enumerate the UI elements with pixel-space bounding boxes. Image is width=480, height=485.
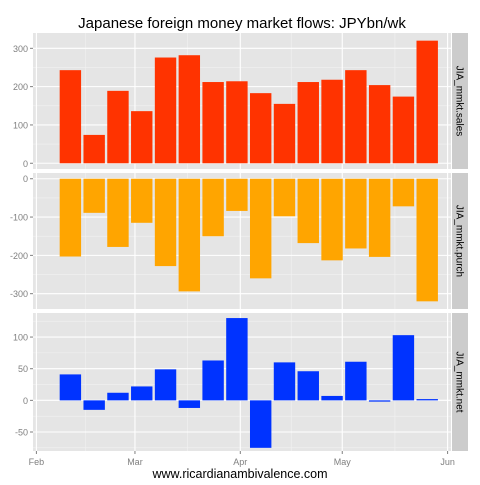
bar [59,178,82,257]
y-tick-label: -300 [10,289,28,299]
bar [321,395,343,401]
bar [345,178,367,249]
bar [297,371,319,401]
panel-JIA_mmkt.sales: 0 100 200 300 JIA_mmkt.sales [13,33,468,169]
panel-JIA_mmkt.purch: 0 -100 -200 -300 JIA_mmkt.purch [10,173,468,309]
bar [131,386,153,401]
facet-strip [452,313,468,451]
bar [178,178,201,292]
y-tick-label: 0 [23,159,28,169]
y-tick-label: -50 [15,428,28,438]
chart-title: Japanese foreign money market flows: JPY… [78,15,406,32]
bar [59,70,82,164]
bar [178,400,201,408]
y-tick-label: 300 [13,44,28,54]
bar [273,178,296,217]
bar [131,178,153,223]
y-tick-label: 100 [13,333,28,343]
x-tick-label: Jun [440,457,455,467]
bar [226,81,248,164]
facet-strip [452,33,468,169]
bar [392,335,415,401]
x-tick-label: Apr [233,457,247,467]
panel-JIA_mmkt.net: 100 50 0 -50 JIA_mmkt.net [13,313,468,451]
bar [392,178,415,207]
bar [345,361,367,401]
bar [226,318,248,401]
bar [178,55,201,164]
bar [59,374,82,401]
bar [249,178,272,279]
bar [202,360,224,401]
bar [154,178,177,267]
bar [83,134,105,164]
bar [416,399,438,401]
bar [83,178,105,213]
bar [154,369,177,401]
bar [226,178,248,211]
bar [273,362,296,401]
bar [368,400,391,402]
y-tick-label: 0 [23,396,28,406]
bar [321,79,343,164]
facet-strip-label: JIA_mmkt.purch [454,205,465,277]
facet-strip-label: JIA_mmkt.sales [454,66,465,137]
facet-strip [452,173,468,309]
bar [392,96,415,164]
bar [297,178,319,244]
bar [107,178,129,247]
facet-strip-label: JIA_mmkt.net [454,351,465,412]
bar [202,178,224,237]
x-tick-label: Mar [127,457,143,467]
bar [368,85,391,164]
bar [131,111,153,164]
bar [83,400,105,410]
y-tick-label: 50 [18,364,28,374]
bar [368,178,391,257]
x-axis-label: www.ricardianambivalence.com [151,467,327,480]
bar [321,178,343,261]
bar [273,103,296,164]
bar [202,82,224,164]
bar [249,93,272,164]
bar [345,70,367,164]
y-tick-label: 0 [23,174,28,184]
panels: 0 100 200 300 JIA_mmkt.sales 0 -100 -200 -300 JIA… [10,33,468,451]
bar [416,178,438,302]
x-tick-label: May [334,457,352,467]
x-axis: Feb Mar Apr May Jun [29,451,455,467]
bar [107,90,129,164]
bar [107,392,129,401]
bar [416,40,438,164]
x-tick-label: Feb [29,457,45,467]
y-tick-label: 200 [13,82,28,92]
bar [154,57,177,164]
y-tick-label: 100 [13,120,28,130]
bar [297,82,319,164]
bar [249,400,272,448]
y-tick-label: -200 [10,251,28,261]
y-tick-label: -100 [10,213,28,223]
